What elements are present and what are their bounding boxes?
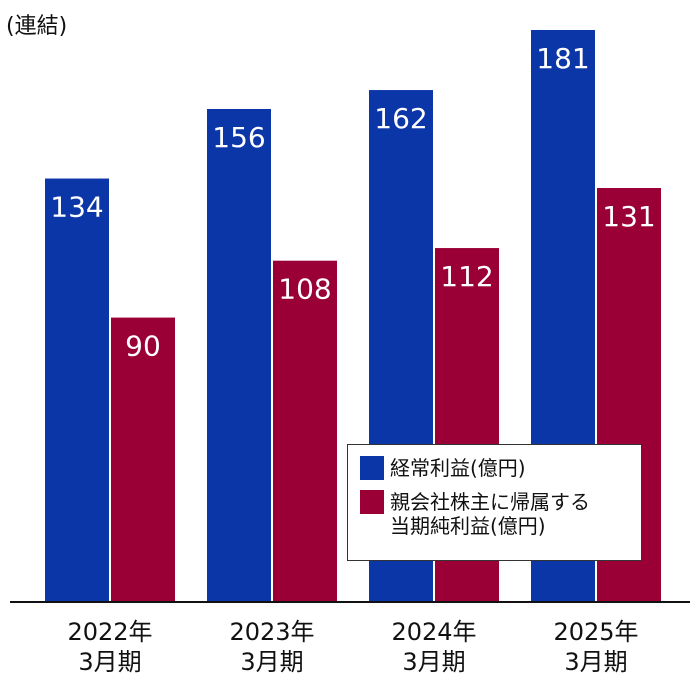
category-label-4: 2025年 3月期: [553, 618, 638, 676]
legend-label-ordinary-profit: 経常利益(億円): [390, 456, 526, 480]
data-label-net-income-4: 131: [602, 200, 655, 233]
data-label-ordinary-profit-2: 156: [212, 121, 265, 154]
data-label-net-income-3: 112: [440, 260, 493, 293]
legend-item-net-income: 親会社株主に帰属する 当期純利益(億円): [360, 490, 631, 538]
data-label-net-income-1: 90: [125, 330, 161, 363]
legend-swatch-blue: [360, 456, 384, 480]
bar-ordinary-profit-1: [45, 178, 109, 602]
legend-swatch-red: [360, 490, 384, 514]
bar-net-income-2: [273, 260, 337, 602]
data-label-ordinary-profit-3: 162: [374, 102, 427, 135]
legend-label-net-income: 親会社株主に帰属する 当期純利益(億円): [390, 490, 590, 538]
data-label-ordinary-profit-1: 134: [50, 191, 103, 224]
legend: 経常利益(億円) 親会社株主に帰属する 当期純利益(億円): [347, 444, 642, 561]
category-label-1: 2022年 3月期: [67, 618, 152, 676]
consolidated-note: (連結): [6, 14, 68, 39]
data-label-ordinary-profit-4: 181: [536, 42, 589, 75]
bar-net-income-1: [111, 317, 175, 602]
category-label-3: 2024年 3月期: [391, 618, 476, 676]
bar-ordinary-profit-2: [207, 109, 271, 602]
category-label-2: 2023年 3月期: [229, 618, 314, 676]
data-label-net-income-2: 108: [278, 273, 331, 306]
legend-item-ordinary-profit: 経常利益(億円): [360, 456, 631, 480]
